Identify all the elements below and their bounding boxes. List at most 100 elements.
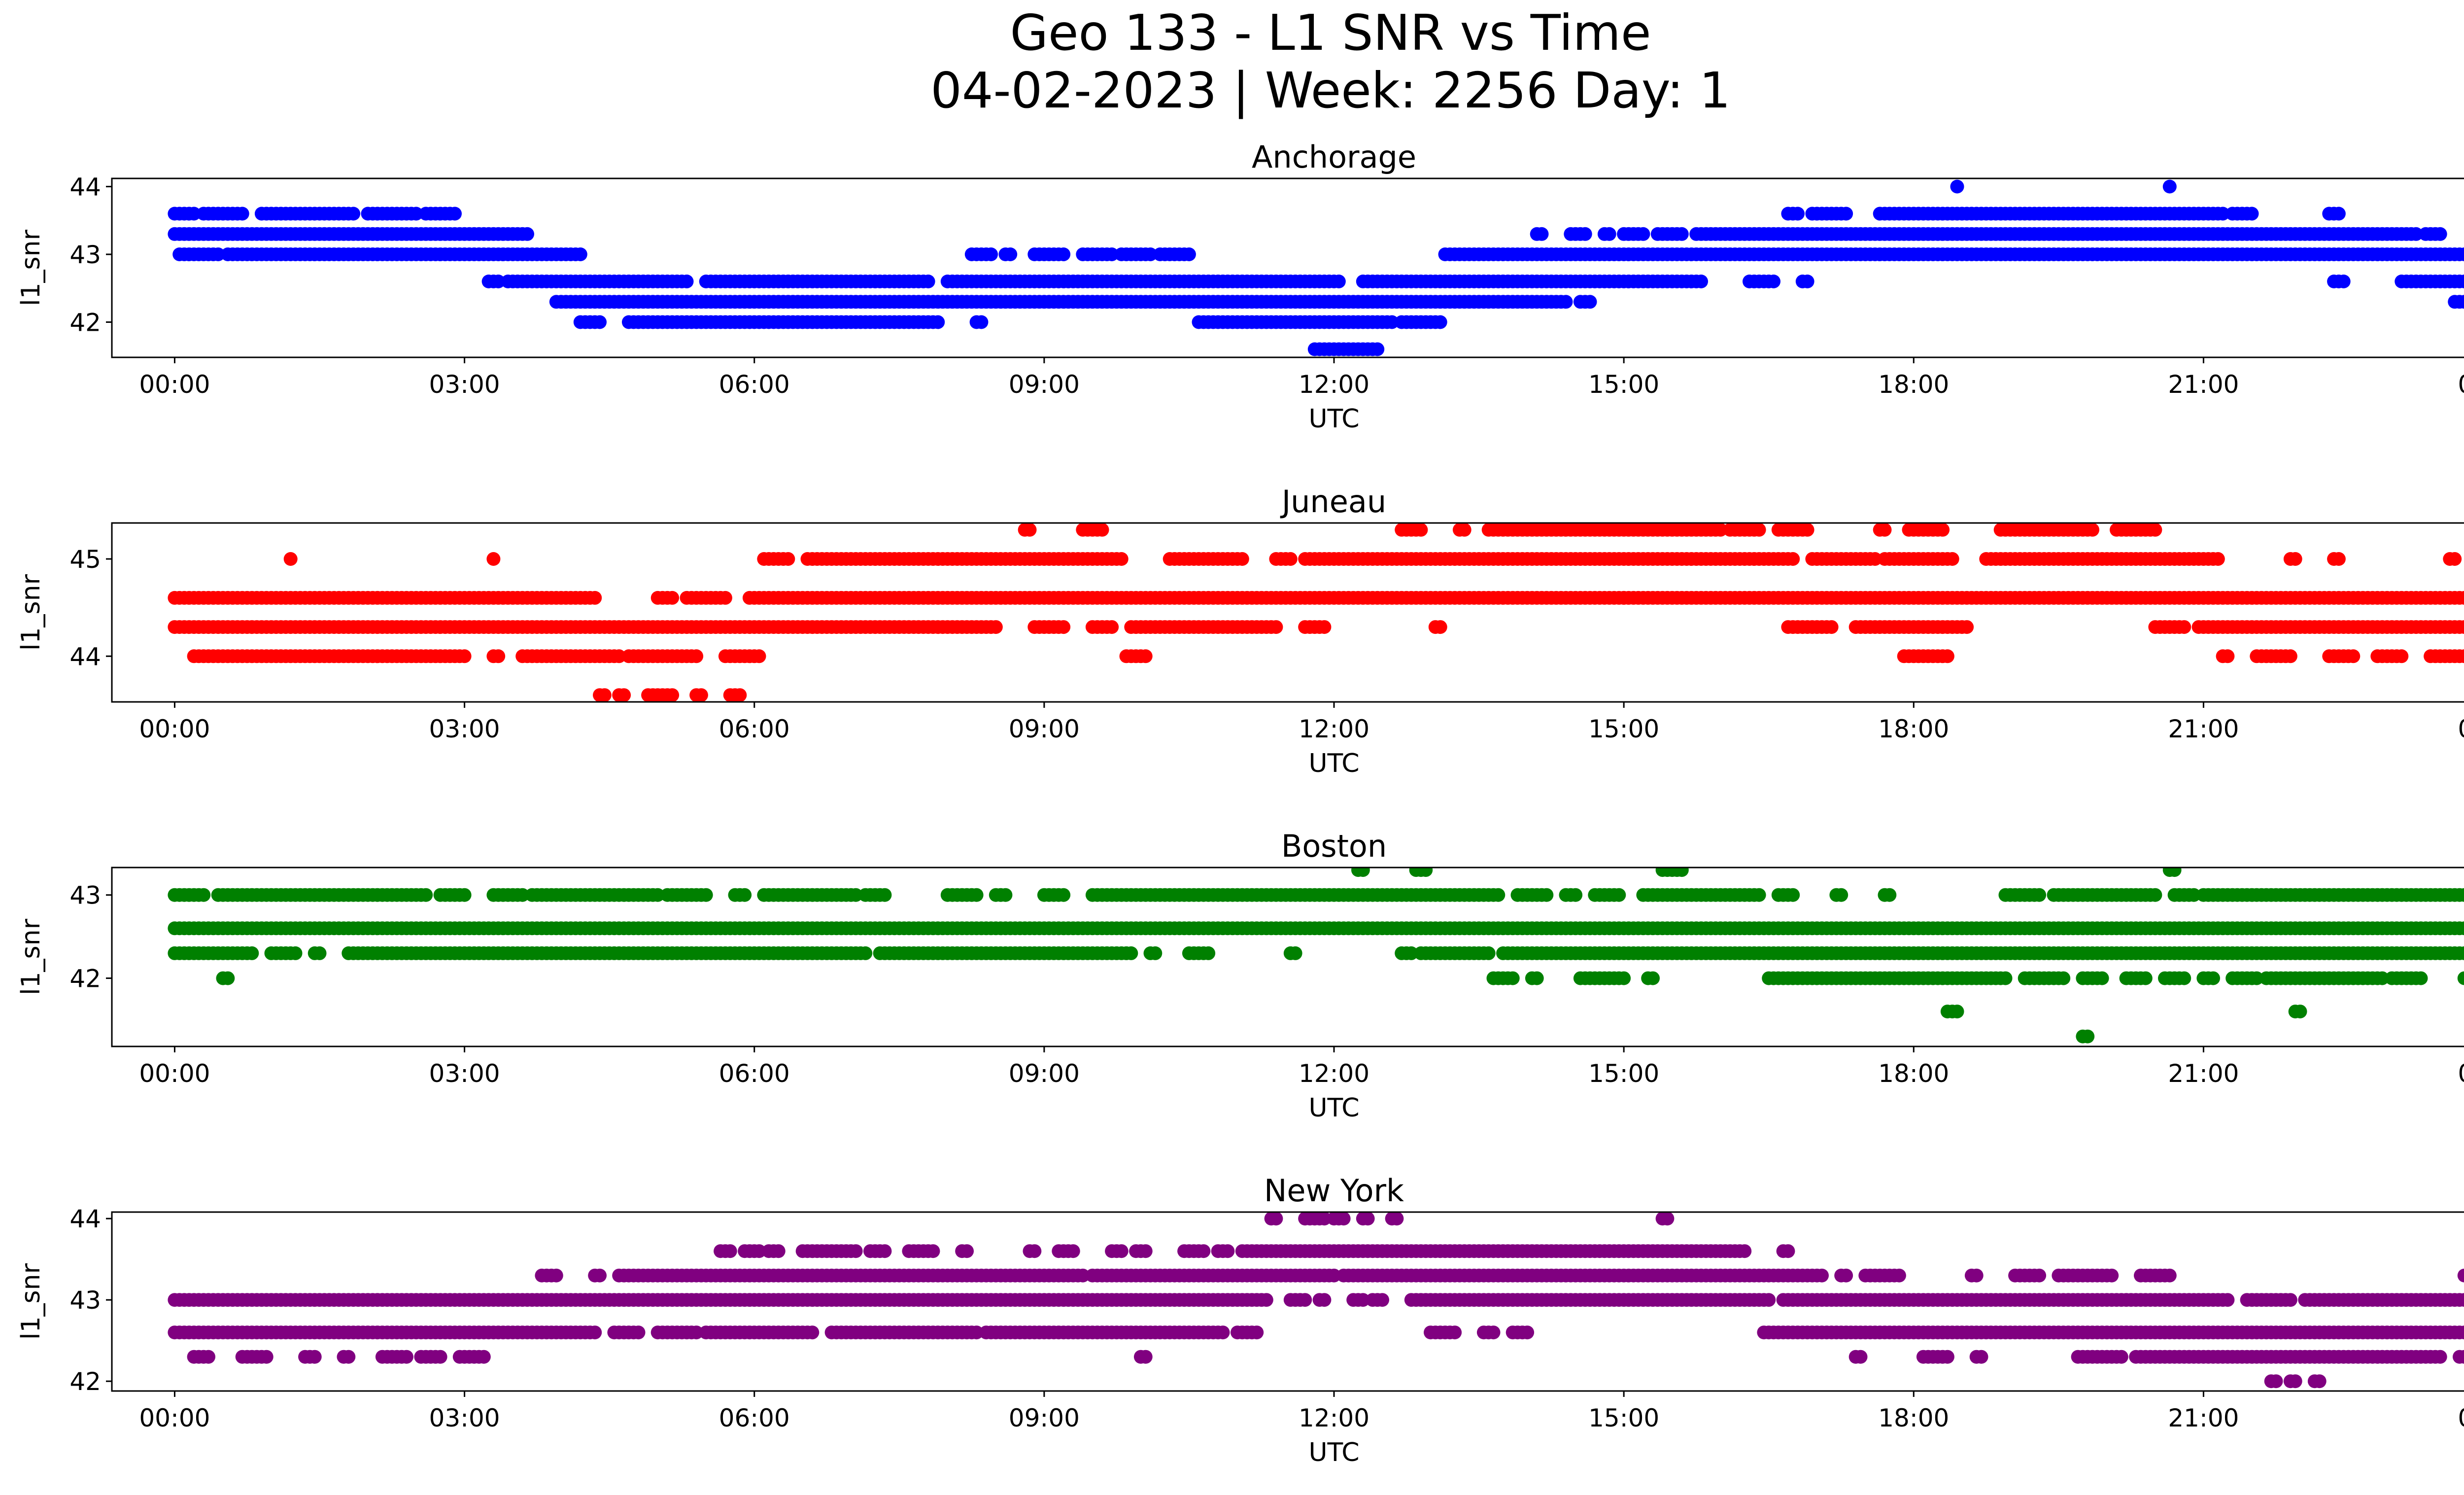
data-point [419, 888, 433, 902]
data-point [1057, 620, 1071, 634]
x-tick-label: 03:00 [429, 1059, 500, 1088]
y-tick-label: 42 [69, 965, 101, 993]
data-point [1057, 888, 1071, 902]
data-point [197, 888, 211, 902]
data-point [2448, 552, 2462, 566]
y-tick-label: 43 [69, 881, 101, 910]
y-tick-label: 45 [69, 545, 101, 574]
data-point [1950, 179, 1964, 194]
data-point [2462, 622, 2464, 632]
data-point [849, 888, 863, 902]
data-point [974, 315, 989, 329]
data-point [2283, 649, 2297, 663]
data-point [1182, 247, 1196, 261]
data-point [1752, 888, 1766, 902]
x-tick-label: 18:00 [1878, 370, 1949, 399]
x-tick-label: 12:00 [1299, 1059, 1369, 1088]
data-points [168, 179, 2464, 356]
data-point [921, 275, 935, 288]
data-point [1433, 620, 1447, 634]
data-point [2414, 971, 2428, 985]
data-point [998, 888, 1013, 902]
data-point [1105, 620, 1119, 634]
data-point [409, 207, 423, 221]
data-point [1583, 295, 1597, 309]
y-tick-label: 44 [69, 642, 101, 671]
x-tick-label: 21:00 [2168, 370, 2239, 399]
data-point [2457, 1293, 2464, 1307]
data-point [1878, 523, 1892, 537]
data-point [1559, 295, 1573, 309]
data-point [1317, 620, 1332, 634]
data-point [1298, 1293, 1312, 1307]
data-point [2346, 649, 2361, 663]
data-point [1448, 1325, 1462, 1340]
data-point [1786, 888, 1800, 902]
data-point [2162, 179, 2177, 194]
data-point [1752, 523, 1766, 537]
x-tick-label: 15:00 [1588, 1059, 1659, 1088]
data-point [1143, 247, 1158, 261]
data-point [1569, 888, 1583, 902]
data-point [2331, 207, 2346, 221]
data-point [520, 227, 534, 241]
data-point [1414, 523, 1428, 537]
data-point [2211, 552, 2225, 566]
data-point [1356, 1293, 1370, 1307]
data-point [457, 888, 472, 902]
data-point [593, 315, 607, 329]
data-point [2221, 649, 2235, 663]
data-point [1713, 523, 1728, 537]
x-tick-label: 09:00 [1009, 715, 1080, 743]
data-point [1675, 868, 1689, 877]
x-tick-label: 06:00 [719, 1059, 790, 1088]
data-point [1486, 1325, 1501, 1340]
data-point [2462, 924, 2464, 933]
data-point [1791, 207, 1805, 221]
data-point [2462, 249, 2464, 259]
data-point [1385, 315, 1399, 329]
data-point [1124, 946, 1138, 960]
data-point [2395, 649, 2409, 663]
data-point [858, 946, 873, 960]
data-point [1095, 523, 1109, 537]
data-point [2457, 247, 2464, 261]
subplot-title: Boston [1281, 828, 1387, 864]
data-point [2336, 275, 2351, 288]
data-point [665, 688, 680, 702]
data-point [2288, 552, 2302, 566]
x-tick-label: 09:00 [1009, 370, 1080, 399]
data-point [1617, 591, 1631, 605]
data-point [2095, 971, 2109, 985]
data-point [2457, 591, 2464, 605]
x-tick-label: 00:00 [2458, 370, 2464, 399]
data-point [969, 888, 984, 902]
data-point [1235, 552, 1249, 566]
data-point [1288, 946, 1302, 960]
data-point [2462, 593, 2464, 603]
data-point [1960, 620, 1974, 634]
data-point [245, 946, 259, 960]
data-point [1675, 227, 1689, 241]
x-tick-label: 00:00 [2458, 715, 2464, 743]
data-point [1404, 946, 1418, 960]
x-tick-label: 03:00 [429, 715, 500, 743]
data-point [1602, 227, 1616, 241]
x-axis-label: UTC [1308, 1093, 1359, 1123]
data-point [2457, 620, 2464, 634]
data-point [878, 888, 892, 902]
data-point [1530, 971, 1544, 985]
x-tick-label: 15:00 [1588, 370, 1659, 399]
data-point [1578, 227, 1592, 241]
data-point [283, 552, 298, 566]
data-point [2148, 523, 2162, 537]
data-point [689, 1325, 704, 1340]
data-point [1945, 552, 1959, 566]
subplot-title: Juneau [1280, 484, 1386, 520]
data-point [1105, 247, 1119, 261]
data-point [457, 649, 472, 663]
data-point [211, 247, 225, 261]
x-tick-label: 00:00 [139, 370, 210, 399]
